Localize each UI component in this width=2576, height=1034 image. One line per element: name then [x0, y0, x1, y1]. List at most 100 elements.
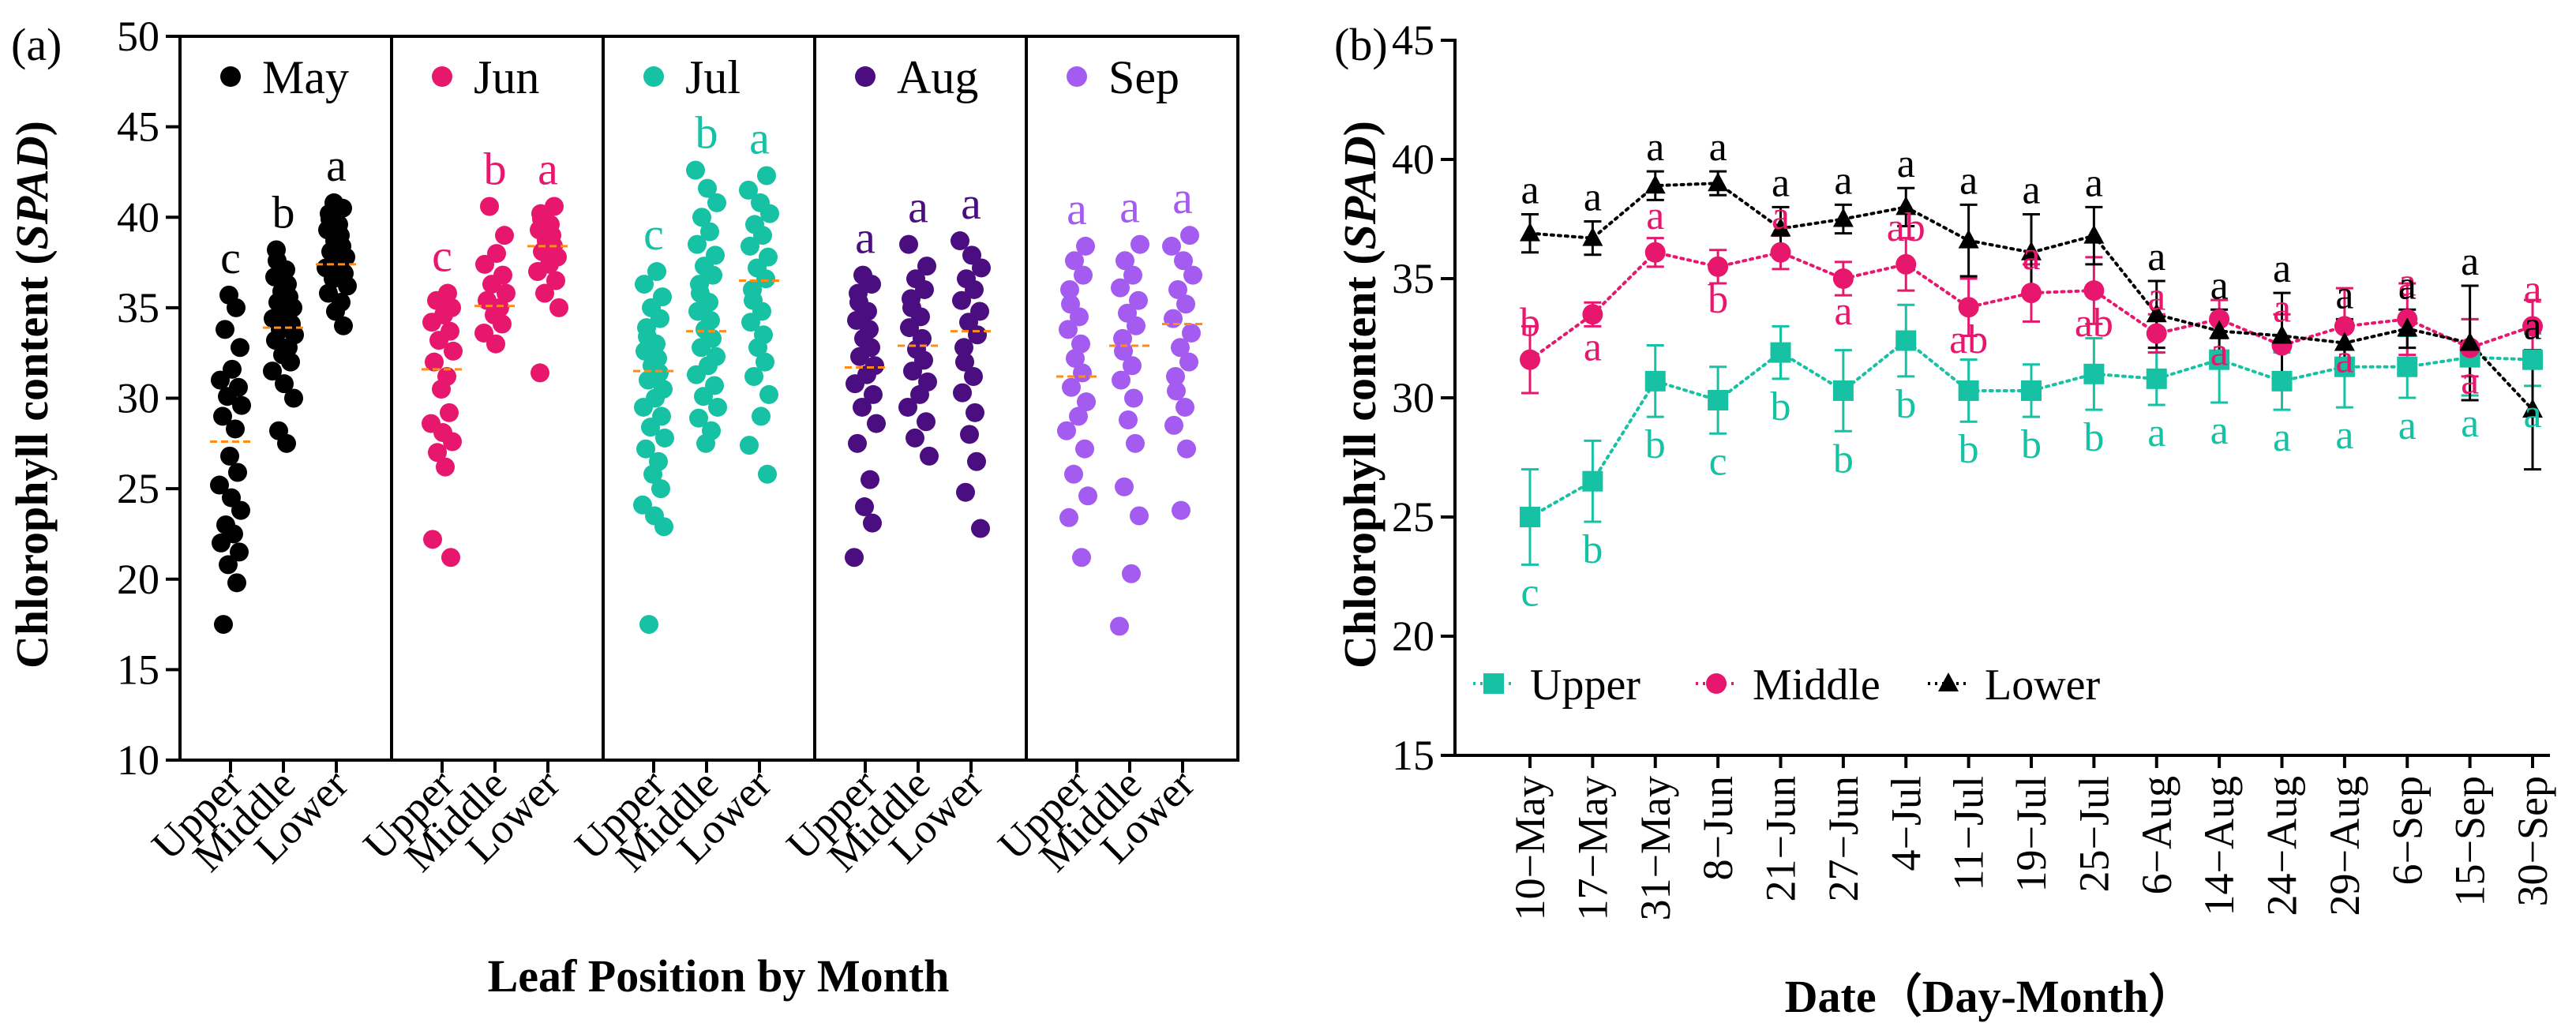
significance-letter: a	[1646, 193, 1664, 238]
marker-upper	[2083, 363, 2105, 384]
data-point	[436, 457, 455, 477]
significance-letter: a	[2273, 415, 2291, 460]
data-point	[1118, 303, 1137, 323]
marker-upper	[1582, 470, 1603, 492]
data-point	[952, 290, 971, 310]
marker-middle	[1770, 242, 1791, 263]
data-point	[849, 283, 868, 303]
marker-middle	[2334, 316, 2355, 337]
significance-letter: c	[1520, 570, 1539, 615]
data-point	[1065, 251, 1084, 271]
data-point	[1176, 294, 1195, 314]
significance-letter: a	[1172, 172, 1193, 223]
significance-letter: a	[1897, 141, 1915, 186]
panel-b-y-tick-label: 25	[1392, 493, 1434, 541]
marker-lower	[1644, 174, 1666, 194]
significance-letter: a	[2147, 274, 2165, 319]
panel-b-x-tick-label: 24−Aug	[2259, 776, 2306, 916]
data-point	[210, 475, 229, 495]
panel-a-y-ticks: 10 15 20 25 30 35 40 45 50	[117, 13, 180, 784]
significance-letter: a	[2523, 391, 2541, 436]
data-point	[474, 323, 493, 343]
marker-lower	[2083, 224, 2105, 244]
legend-label-upper: Upper	[1530, 661, 1640, 710]
data-point	[267, 240, 286, 260]
data-point	[1059, 508, 1078, 527]
data-point	[1164, 309, 1183, 328]
panel-b-y-ticks: 15 20 25 30 35 40 45	[1392, 17, 1455, 779]
data-point	[497, 283, 516, 303]
data-point	[284, 388, 303, 408]
data-point	[689, 408, 708, 428]
significance-letter: a	[1834, 158, 1852, 203]
marker-middle	[1520, 349, 1540, 370]
data-point	[1060, 279, 1079, 299]
data-point	[902, 289, 921, 309]
series-line-middle	[1528, 250, 2534, 362]
data-point	[1180, 226, 1199, 245]
marker-upper	[1770, 342, 1791, 363]
marker-middle	[1832, 268, 1854, 289]
marker-upper	[2397, 356, 2418, 377]
data-point	[1116, 251, 1134, 271]
data-point	[216, 515, 235, 534]
data-point	[848, 433, 867, 453]
significance-letter: a	[2398, 263, 2417, 308]
significance-letter: c	[643, 208, 664, 260]
marker-upper	[1895, 330, 1917, 351]
panel-b-x-tick-label: 11−Jul	[1945, 776, 1993, 890]
panel-b-x-tick-label: 10−May	[1506, 776, 1554, 920]
data-point	[442, 298, 461, 317]
significance-letter: a	[2335, 413, 2353, 458]
data-point	[1059, 320, 1078, 339]
data-point	[1172, 500, 1191, 520]
significance-letter: a	[1959, 158, 1978, 203]
data-point	[324, 193, 343, 212]
significance-letter: b	[272, 187, 295, 238]
data-point	[966, 403, 984, 422]
panel-b-markers	[1520, 172, 2543, 527]
data-point	[865, 356, 884, 376]
data-point	[422, 414, 441, 433]
significance-letter: b	[2083, 415, 2104, 460]
data-point	[219, 285, 238, 305]
data-point	[545, 197, 564, 216]
panel-a-y-axis-label: Chlorophyll content (SPAD)	[6, 121, 58, 669]
data-point	[546, 271, 565, 290]
panel-a-y-axis-label-italic: SPAD	[6, 136, 58, 249]
significance-letter: a	[2022, 234, 2040, 279]
data-point	[705, 376, 724, 395]
data-point	[920, 446, 939, 466]
data-point	[960, 425, 979, 444]
marker-middle	[2146, 323, 2167, 344]
significance-letter: a	[1119, 182, 1140, 233]
data-point	[757, 166, 776, 185]
data-point	[688, 234, 707, 254]
significance-letter: a	[2523, 304, 2541, 349]
panel-b-y-tick-label: 15	[1392, 732, 1434, 779]
data-point	[441, 548, 460, 568]
significance-letter: b	[1520, 301, 1540, 346]
marker-lower	[1770, 217, 1791, 237]
data-point	[1122, 564, 1141, 583]
panel-a-y-axis-label-suffix: )	[6, 121, 58, 136]
data-point	[228, 463, 247, 482]
data-point	[230, 542, 249, 562]
data-point	[478, 290, 497, 310]
legend-label-middle: Middle	[1753, 661, 1880, 710]
data-point	[227, 573, 246, 593]
data-point	[649, 451, 668, 471]
data-point	[493, 265, 512, 285]
panel-a-points	[210, 160, 1202, 636]
data-point	[918, 372, 937, 391]
panel-b-x-tick-label: 8−Jun	[1694, 776, 1742, 880]
panel-a-x-axis-label: Leaf Position by Month	[488, 950, 950, 1002]
legend-marker-aug	[855, 66, 876, 87]
marker-lower	[1708, 172, 1729, 192]
panel-b-x-tick-label: 6−Sep	[2383, 776, 2431, 885]
data-point	[487, 244, 506, 264]
legend-marker-sep	[1067, 66, 1087, 87]
significance-letter: ab	[2075, 301, 2113, 346]
significance-letter: a	[2210, 329, 2229, 374]
data-point	[758, 464, 777, 484]
